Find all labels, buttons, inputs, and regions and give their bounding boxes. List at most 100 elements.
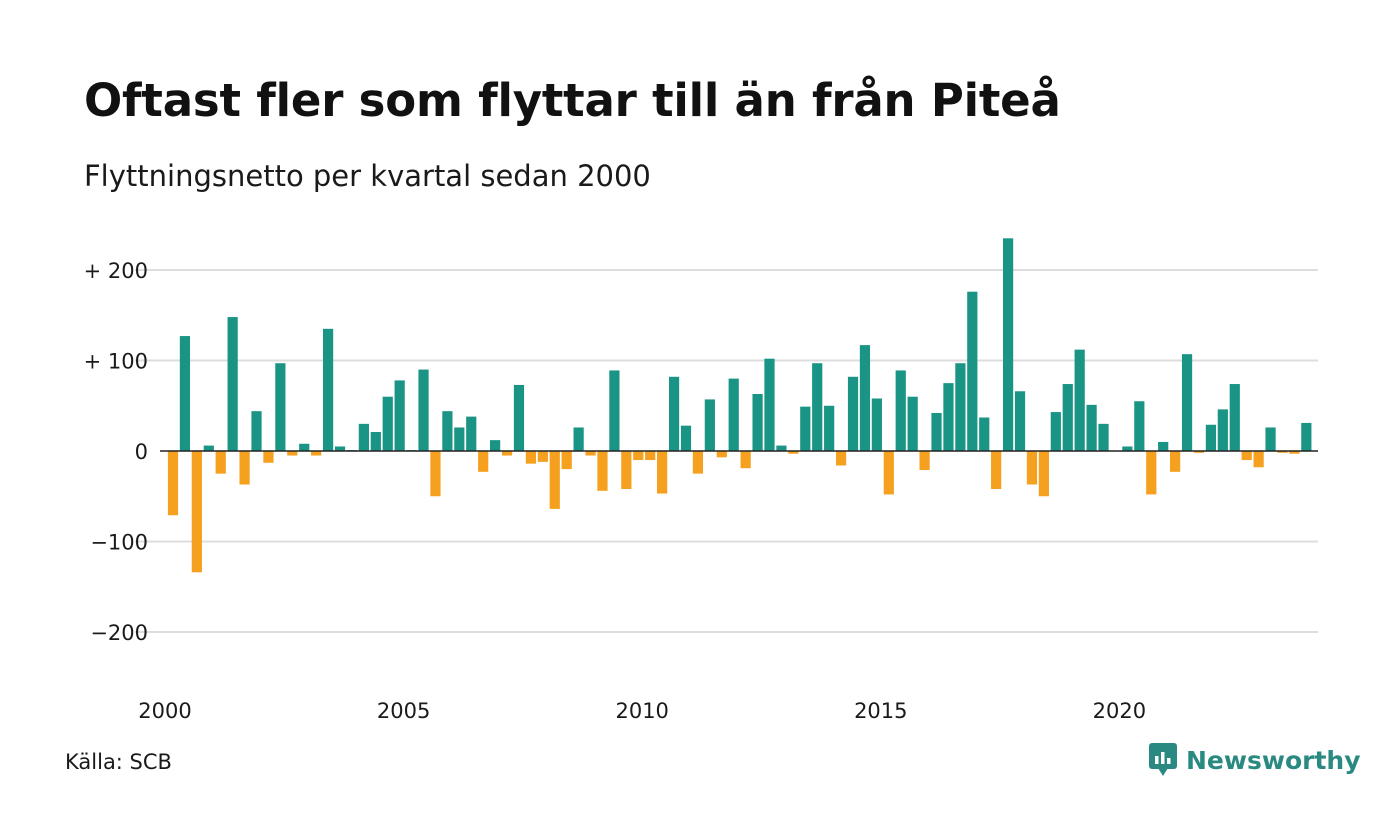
bar xyxy=(299,443,310,451)
bar xyxy=(752,393,763,452)
bar xyxy=(633,451,644,461)
bar xyxy=(490,440,501,451)
bar xyxy=(788,451,799,454)
bar xyxy=(704,399,715,452)
bar xyxy=(537,451,548,462)
bar xyxy=(919,451,930,470)
bar xyxy=(466,416,477,451)
bar xyxy=(525,451,536,464)
bar xyxy=(1193,451,1205,453)
bar xyxy=(657,451,668,494)
brand-logo: Newsworthy xyxy=(1148,742,1361,778)
brand-name: Newsworthy xyxy=(1186,745,1361,775)
bar xyxy=(1122,446,1133,452)
newsworthy-logo-icon xyxy=(1149,743,1177,776)
bar xyxy=(1181,354,1193,451)
x-tick-label: 2020 xyxy=(1093,699,1146,723)
bar xyxy=(871,398,882,451)
bar xyxy=(179,336,191,451)
x-tick-label: 2000 xyxy=(138,699,191,723)
bar xyxy=(215,451,226,474)
bar xyxy=(513,384,525,451)
y-tick-label: + 100 xyxy=(84,350,148,374)
bar xyxy=(203,445,214,451)
bar xyxy=(955,363,966,451)
bar xyxy=(931,412,942,451)
y-tick-label: 0 xyxy=(135,440,148,464)
bar xyxy=(1134,401,1145,451)
bar xyxy=(370,432,381,451)
x-axis: 2000 2005 2010 2015 2020 xyxy=(138,699,1146,723)
bar xyxy=(191,451,202,573)
bar xyxy=(776,445,787,451)
bar xyxy=(1241,451,1252,461)
x-tick-label: 2015 xyxy=(854,699,907,723)
y-tick-label: −100 xyxy=(90,531,148,555)
bar xyxy=(454,427,465,451)
y-axis: + 200 + 100 0 −100 −200 xyxy=(84,259,148,645)
bar xyxy=(442,411,453,451)
bar xyxy=(883,451,894,495)
chart-subtitle: Flyttningsnetto per kvartal sedan 2000 xyxy=(84,159,651,193)
bar xyxy=(1265,427,1276,451)
bar xyxy=(907,396,918,451)
bar xyxy=(478,451,489,472)
bar xyxy=(740,451,751,469)
bar xyxy=(585,451,596,456)
bar xyxy=(311,451,322,456)
bar xyxy=(1170,451,1181,472)
bar xyxy=(573,427,584,451)
bar xyxy=(322,328,334,451)
bar xyxy=(334,446,346,452)
bar xyxy=(859,345,871,452)
bar xyxy=(1217,409,1228,451)
bar xyxy=(967,291,978,451)
bar xyxy=(549,451,560,509)
bar xyxy=(1229,384,1240,451)
bar xyxy=(251,411,262,451)
bar xyxy=(1050,412,1061,451)
bar xyxy=(764,358,775,451)
bar xyxy=(728,378,739,451)
bar xyxy=(621,451,632,490)
bar xyxy=(561,451,572,470)
bar xyxy=(418,369,429,451)
bar xyxy=(668,376,680,451)
gridlines xyxy=(135,269,1318,633)
y-tick-label: + 200 xyxy=(84,259,148,283)
bar xyxy=(1026,451,1038,485)
bars xyxy=(167,238,1312,573)
bar xyxy=(1098,423,1109,451)
bar xyxy=(382,396,393,451)
bar xyxy=(1014,391,1026,451)
bar xyxy=(1301,422,1312,451)
bar xyxy=(358,423,369,451)
bar xyxy=(895,370,906,451)
bar xyxy=(1062,384,1073,451)
x-tick-label: 2010 xyxy=(615,699,668,723)
bar xyxy=(1253,451,1264,468)
bar xyxy=(239,451,250,485)
bar xyxy=(609,370,620,451)
bar xyxy=(1074,349,1085,451)
x-tick-label: 2005 xyxy=(377,699,430,723)
chart-title: Oftast fler som flyttar till än från Pit… xyxy=(84,74,1061,127)
bar xyxy=(1086,404,1097,452)
bar xyxy=(501,451,513,456)
bar xyxy=(991,451,1002,490)
bar xyxy=(287,451,298,456)
bar xyxy=(692,451,704,474)
bar xyxy=(430,451,441,497)
bar xyxy=(227,317,238,451)
bar xyxy=(1205,424,1217,451)
bar xyxy=(824,405,835,451)
bar xyxy=(1146,451,1157,495)
bar xyxy=(597,451,608,491)
bar xyxy=(167,451,179,516)
bar xyxy=(1277,451,1288,453)
bar xyxy=(1289,451,1300,454)
bar xyxy=(1003,238,1014,451)
bar xyxy=(680,425,692,451)
bar xyxy=(800,406,811,451)
